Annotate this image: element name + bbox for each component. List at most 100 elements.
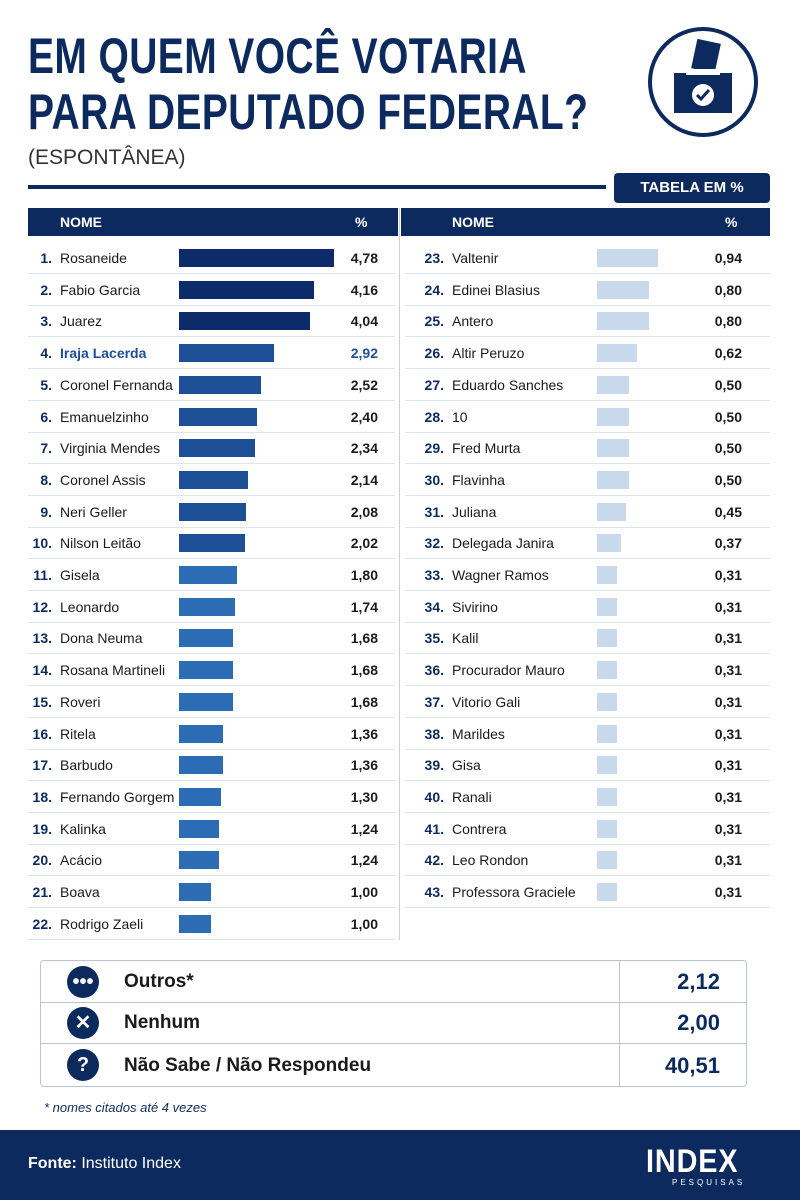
bar bbox=[179, 787, 222, 806]
value: 0,37 bbox=[714, 535, 742, 552]
candidate-name: Rosana Martineli bbox=[60, 662, 166, 679]
row-line bbox=[405, 304, 770, 306]
candidate-name: Boava bbox=[60, 884, 100, 900]
bar bbox=[597, 692, 618, 711]
candidate-name: Dona Neuma bbox=[60, 630, 143, 647]
value: 0,50 bbox=[714, 376, 742, 393]
candidate-name: Kalinka bbox=[60, 820, 106, 837]
rank: 30. bbox=[424, 471, 444, 488]
candidate-name: Barbudo bbox=[60, 757, 113, 774]
rank: 4. bbox=[40, 345, 52, 362]
bar bbox=[597, 597, 618, 616]
rank: 7. bbox=[40, 440, 52, 457]
value: 4,78 bbox=[350, 250, 378, 266]
bar bbox=[179, 819, 220, 838]
value: 0,31 bbox=[714, 757, 742, 774]
row-line bbox=[28, 748, 395, 750]
value: 0,31 bbox=[714, 884, 742, 900]
bar bbox=[597, 787, 618, 806]
candidate-name: Contrera bbox=[452, 820, 507, 837]
value: 0,50 bbox=[714, 471, 742, 488]
rank: 39. bbox=[424, 757, 444, 774]
row-line bbox=[28, 907, 395, 908]
row-line bbox=[28, 368, 395, 370]
rank: 11. bbox=[33, 567, 52, 583]
value: 0,50 bbox=[714, 408, 742, 425]
bar bbox=[179, 597, 236, 616]
rank: 37. bbox=[424, 693, 444, 710]
bar bbox=[179, 629, 234, 648]
rank: 27. bbox=[424, 376, 444, 393]
rank: 6. bbox=[40, 408, 52, 425]
candidate-name: Altir Peruzo bbox=[452, 345, 525, 362]
logo-sub: PESQUISAS bbox=[672, 1178, 746, 1187]
candidate-name: Wagner Ramos bbox=[452, 567, 549, 583]
bar bbox=[179, 566, 238, 584]
value: 1,68 bbox=[350, 630, 378, 647]
value: 0,31 bbox=[714, 852, 742, 869]
row-line bbox=[28, 685, 395, 687]
rank: 20. bbox=[32, 852, 52, 869]
table-header bbox=[28, 208, 398, 236]
candidate-name: Rosaneide bbox=[60, 250, 127, 266]
rank: 29. bbox=[424, 440, 444, 457]
value: 1,68 bbox=[350, 693, 378, 710]
column-percent: % bbox=[725, 214, 738, 230]
candidate-name: Nilson Leitão bbox=[60, 535, 141, 552]
rank: 12. bbox=[32, 598, 52, 615]
bar bbox=[597, 756, 618, 775]
bar bbox=[597, 851, 618, 870]
row-line bbox=[28, 431, 395, 433]
row-line bbox=[405, 273, 770, 274]
candidate-name: Fred Murta bbox=[452, 440, 521, 457]
candidate-name: Juarez bbox=[60, 313, 103, 330]
rank: 19. bbox=[32, 820, 52, 837]
row-line bbox=[28, 843, 395, 845]
value: 1,24 bbox=[350, 852, 378, 869]
candidate-name: Fernando Gorgem bbox=[60, 788, 175, 805]
candidate-name: Leo Rondon bbox=[452, 852, 529, 869]
badge: TABELA EM % bbox=[614, 173, 770, 203]
candidate-name: Virginia Mendes bbox=[60, 440, 161, 457]
bar bbox=[179, 724, 224, 743]
rank: 16. bbox=[32, 725, 52, 742]
candidate-name: Marildes bbox=[452, 725, 505, 742]
row-line bbox=[405, 907, 770, 908]
rank: 25. bbox=[424, 313, 444, 330]
row-line bbox=[28, 621, 395, 623]
ballot-icon bbox=[648, 27, 758, 137]
summary-row-line bbox=[41, 1043, 746, 1044]
candidate-name: Iraja Lacerda bbox=[60, 345, 147, 362]
candidate-name: Edinei Blasius bbox=[452, 281, 540, 298]
rank: 31. bbox=[424, 503, 444, 520]
candidate-name: Leonardo bbox=[60, 598, 120, 615]
rank: 35. bbox=[424, 630, 444, 647]
candidate-name: Sivirino bbox=[452, 598, 498, 615]
icon-unknown: ? bbox=[67, 1049, 99, 1081]
row-line bbox=[405, 621, 770, 623]
row-line bbox=[28, 273, 395, 274]
value: 2,02 bbox=[350, 535, 378, 552]
row-line bbox=[405, 336, 770, 338]
rank: 13. bbox=[32, 630, 52, 647]
rank: 1. bbox=[40, 250, 52, 266]
row-line bbox=[28, 875, 395, 877]
row-line bbox=[28, 336, 395, 338]
rank: 40. bbox=[424, 788, 444, 805]
row-line bbox=[28, 304, 395, 306]
value: 1,00 bbox=[350, 915, 378, 932]
rank: 34. bbox=[424, 598, 444, 615]
bar bbox=[179, 344, 274, 363]
candidate-name: Coronel Fernanda bbox=[60, 376, 173, 393]
value: 0,31 bbox=[714, 725, 742, 742]
summary-label: Outros* bbox=[124, 971, 194, 992]
footer bbox=[0, 1130, 800, 1200]
subtitle: (ESPONTÂNEA) bbox=[28, 146, 186, 169]
bar bbox=[179, 407, 257, 426]
rank: 24. bbox=[424, 281, 444, 298]
candidate-name: Neri Geller bbox=[60, 503, 127, 520]
column-divider bbox=[399, 208, 400, 940]
value: 4,16 bbox=[350, 281, 378, 298]
row-line bbox=[405, 716, 770, 718]
value: 1,36 bbox=[350, 757, 378, 774]
